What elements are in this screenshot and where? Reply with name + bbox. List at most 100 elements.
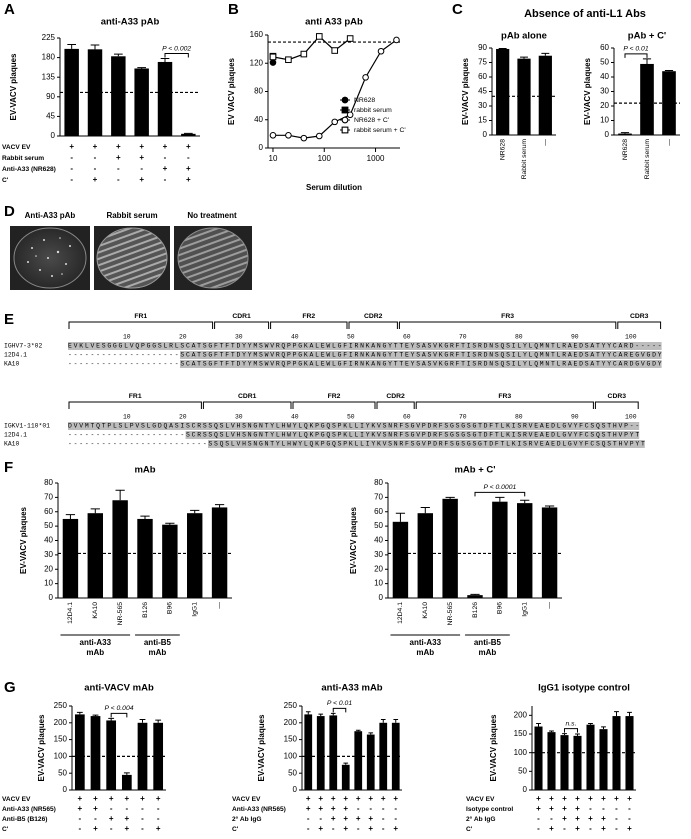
y-tick-label: 45 [46,112,55,121]
error-bar [330,712,336,716]
bar [74,714,85,790]
x-tick-label: B126 [142,602,149,618]
condition-mark: - [357,824,360,833]
error-bar [395,512,406,522]
panel-letter: E [4,311,14,328]
bar [341,764,350,790]
marker [341,126,349,134]
y-tick-label: 80 [254,87,263,96]
chart-title: pAb alone [501,31,547,42]
condition-mark: - [70,164,73,173]
bar [417,513,433,598]
y-axis-label: EV-VACV plaques [489,714,498,782]
position-number: 50 [347,334,355,341]
position-number: 70 [459,414,467,421]
condition-mark: + [549,794,554,803]
condition-mark: + [331,814,336,823]
error-bar [642,58,652,64]
condition-mark: - [602,804,605,813]
bar [599,729,608,790]
condition-mark: - [140,164,143,173]
x-tick-label: — [542,139,549,146]
group-label: anti-B5 [144,638,172,647]
panel-heading: Absence of anti-L1 Abs [524,8,646,20]
y-tick-label: 200 [284,718,298,727]
error-bar [368,732,374,735]
marker [377,47,385,55]
condition-mark: - [537,814,540,823]
sequence: --------------------SCATSGFTFTDYYMSWVRQP… [68,352,662,359]
condition-mark: - [628,804,631,813]
marker [393,36,400,44]
region-bracket [376,401,415,409]
position-number: 100 [625,414,637,421]
condition-mark: + [318,824,323,833]
condition-label: C' [2,177,9,184]
bar [392,521,409,598]
bar [121,774,132,790]
significance-label: P < 0.004 [104,705,133,712]
x-tick-label: 100 [318,154,332,163]
condition-mark: - [94,164,97,173]
y-tick-label: 225 [42,33,56,42]
condition-mark: + [614,794,619,803]
x-tick-label: B96 [497,602,504,614]
group-label: anti-A33 [410,638,442,647]
region-label: CDR2 [386,393,405,400]
condition-mark: - [332,824,335,833]
marker [341,116,349,124]
region-label: FR1 [129,393,142,400]
bar [134,68,149,136]
condition-mark: + [331,804,336,813]
error-bar [67,44,77,49]
marker [362,74,369,81]
condition-mark: + [124,814,129,823]
y-tick-label: 60 [600,43,609,52]
condition-label: VACV EV [2,796,31,803]
x-axis-label: Serum dilution [306,183,362,192]
position-number: 90 [571,414,579,421]
x-tick-label: B126 [472,602,479,618]
significance-label: P < 0.01 [623,46,648,53]
position-number: 70 [459,334,467,341]
condition-mark: + [109,794,114,803]
chart-title: IgG1 isotype control [538,683,630,694]
condition-mark: + [139,153,144,162]
y-tick-label: 160 [250,30,264,39]
condition-label: VACV EV [466,796,495,803]
plaques [27,237,71,277]
condition-mark: + [93,175,98,184]
condition-mark: - [110,824,113,833]
group-label: anti-B5 [474,638,502,647]
significance-bracket [564,728,578,733]
chart-title: mAb [134,465,155,476]
y-tick-label: 20 [600,101,609,110]
x-tick-label: 1000 [367,154,385,163]
y-tick-label: 45 [478,87,487,96]
x-tick-label: Rabbit serum [521,139,528,180]
bar [517,58,531,136]
marker [269,59,277,66]
condition-mark: + [93,794,98,803]
y-tick-label: 60 [374,507,383,516]
region-label: CDR1 [232,313,251,320]
error-bar [214,504,225,508]
condition-label: Rabbit serum [2,155,44,162]
y-tick-label: 0 [49,593,54,602]
error-bar [90,508,100,514]
condition-mark: + [156,824,161,833]
y-tick-label: 40 [44,536,53,545]
condition-mark: - [94,153,97,162]
condition-mark: - [117,175,120,184]
sequence: -------------------------SSQSLVHSNGNTYLH… [68,441,645,448]
condition-mark: + [77,804,82,813]
condition-mark: - [382,804,385,813]
legend-label: rabbit serum [354,107,392,114]
bar [157,61,173,137]
condition-label: Anti-B5 (B126) [2,816,47,823]
y-tick-label: 60 [44,507,53,516]
position-number: 80 [515,334,523,341]
region-bracket [68,401,202,409]
y-tick-label: 50 [288,768,297,777]
chart-title: mAb + C' [454,465,495,476]
